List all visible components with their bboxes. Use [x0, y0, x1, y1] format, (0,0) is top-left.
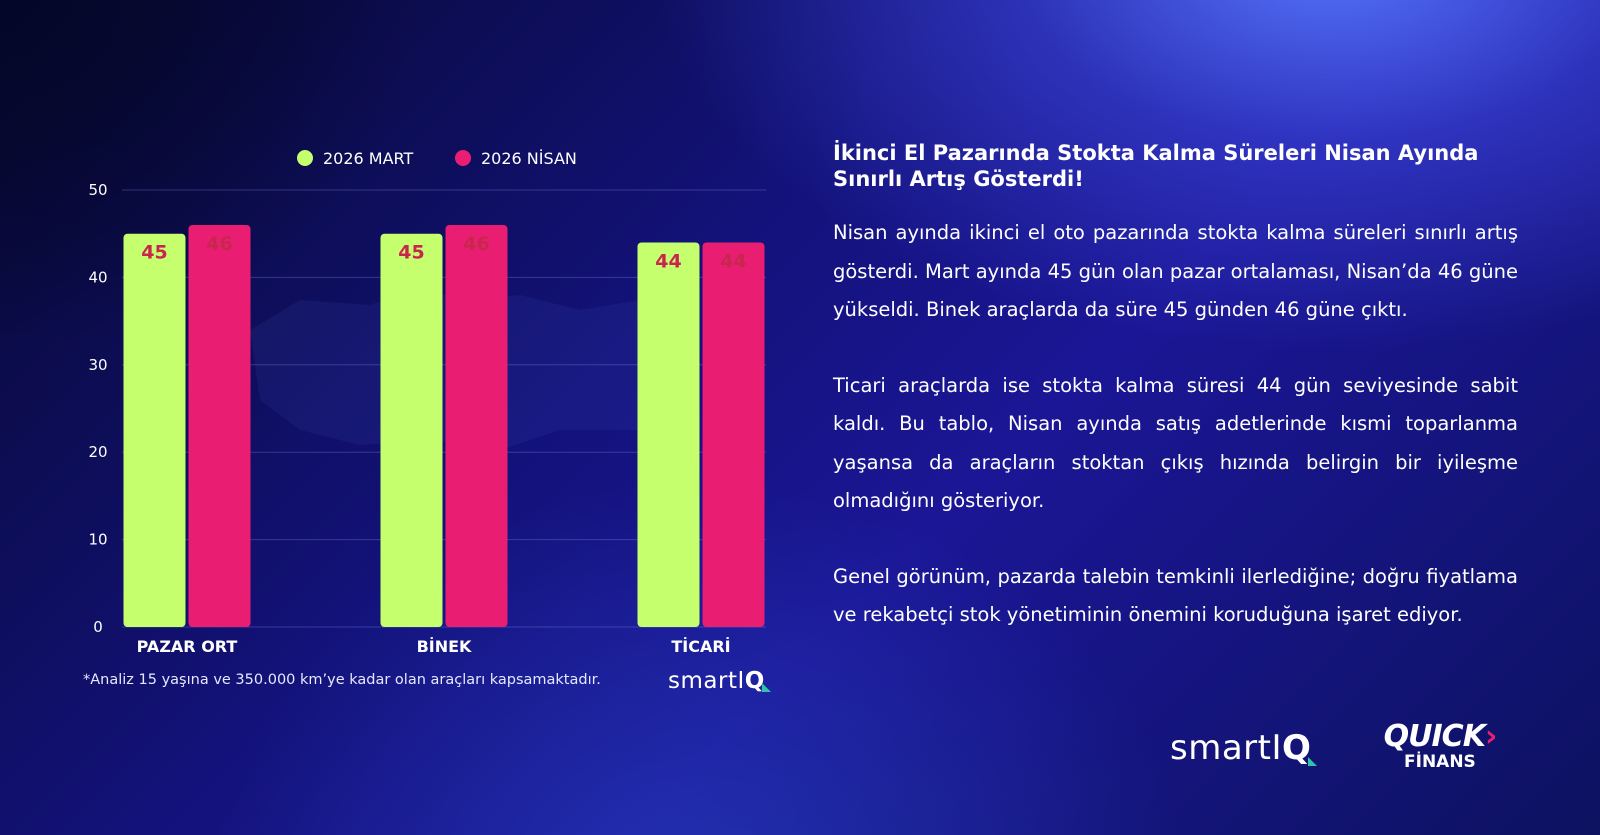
y-tick-label: 0 [93, 618, 103, 636]
quick-logo-text: QUICK› [1383, 719, 1498, 754]
article-paragraph-2: Ticari araçlarda ise stokta kalma süresi… [833, 373, 1518, 513]
chart-footnote: *Analiz 15 yaşına ve 350.000 km’ye kadar… [83, 672, 601, 688]
bar [702, 242, 765, 627]
x-category-label: BİNEK [417, 637, 472, 656]
quick-finans-logo: QUICK› FİNANS [1370, 719, 1510, 773]
chart-legend: 2026 MART 2026 NİSAN [297, 149, 577, 168]
legend-label: 2026 MART [323, 149, 414, 168]
y-tick-label: 20 [88, 443, 107, 461]
bar [445, 224, 508, 627]
article-paragraph-1: Nisan ayında ikinci el oto pazarında sto… [833, 221, 1518, 321]
legend-swatch [455, 150, 471, 166]
smartiq-logo-text: smartI [668, 668, 745, 694]
bar-value-label: 44 [720, 250, 746, 272]
bar [188, 224, 251, 627]
smartiq-triangle-icon [761, 683, 771, 692]
smartiq-logo-text-big: smartI [1170, 728, 1283, 768]
smartiq-logo: smartIQ [1170, 728, 1318, 768]
y-tick-label: 40 [88, 268, 107, 286]
x-axis: PAZAR ORT BİNEK TİCARİ [137, 637, 731, 656]
quick-arrow-icon: › [1484, 719, 1497, 754]
smartiq-triangle-icon-big [1308, 757, 1318, 766]
smartiq-logo-q: Q [745, 668, 771, 694]
bar [123, 233, 186, 627]
y-tick-label: 10 [88, 531, 107, 549]
bar-value-label: 44 [655, 250, 681, 272]
legend-swatch [297, 150, 313, 166]
legend-label: 2026 NİSAN [481, 149, 577, 168]
bar-value-label: 45 [141, 242, 167, 264]
bar-value-label: 45 [398, 242, 424, 264]
y-tick-label: 50 [88, 181, 107, 199]
x-category-label: TİCARİ [671, 637, 730, 656]
y-axis: 0 10 20 30 40 50 [88, 181, 107, 636]
x-category-label: PAZAR ORT [137, 637, 238, 656]
chart-bars: 45 46 45 46 44 44 [123, 224, 765, 627]
article: İkinci El Pazarında Stokta Kalma Süreler… [833, 140, 1518, 672]
bar [380, 233, 443, 627]
finans-logo-text: FİNANS [1404, 752, 1476, 772]
y-tick-label: 30 [88, 356, 107, 374]
bar [637, 242, 700, 627]
article-paragraph-3: Genel görünüm, pazarda talebin temkinli … [833, 564, 1518, 627]
smartiq-logo-q-big: Q [1282, 728, 1318, 768]
bar-chart: 2026 MART 2026 NİSAN 0 10 20 30 40 50 45 46 45 46… [88, 149, 766, 656]
smartiq-logo-small: smartIQ [668, 668, 771, 694]
bar-value-label: 46 [463, 233, 489, 255]
article-title: İkinci El Pazarında Stokta Kalma Süreler… [833, 141, 1479, 191]
bar-value-label: 46 [206, 233, 232, 255]
